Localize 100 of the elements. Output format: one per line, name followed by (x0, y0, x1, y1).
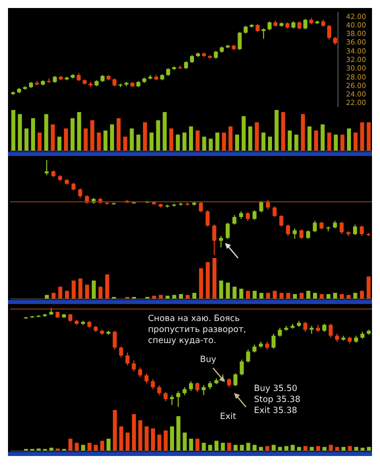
bar (164, 430, 168, 451)
bar (138, 420, 142, 451)
bar (84, 128, 88, 151)
bar (192, 292, 196, 299)
bar (105, 274, 110, 299)
candlestick (226, 222, 230, 240)
bar (85, 284, 90, 299)
bar (132, 414, 136, 451)
bar (11, 110, 16, 151)
bar (44, 114, 48, 151)
candlestick (188, 380, 193, 392)
candlestick (144, 372, 149, 384)
bar (281, 112, 286, 151)
candlestick (272, 206, 277, 218)
bar (98, 286, 102, 299)
bar (112, 410, 117, 451)
candlestick (112, 330, 117, 350)
bar (268, 136, 272, 151)
bar (87, 442, 92, 451)
bar (70, 118, 75, 151)
bar (228, 126, 233, 151)
bar (126, 432, 130, 451)
bar (52, 292, 56, 299)
bar (219, 280, 224, 299)
bar (306, 290, 310, 299)
bar (106, 438, 111, 451)
bar (290, 444, 295, 451)
candlestick (44, 160, 49, 176)
bar (100, 440, 104, 451)
bar (178, 294, 183, 299)
candlestick (138, 366, 142, 378)
bar (239, 288, 244, 299)
candlestick (119, 346, 124, 358)
candlestick (272, 333, 276, 350)
bar (176, 416, 180, 451)
bar (144, 426, 149, 451)
candlestick (78, 188, 82, 198)
bar (360, 290, 364, 299)
bar (274, 110, 279, 151)
bar (68, 438, 72, 451)
candlestick (327, 24, 332, 40)
bar (235, 134, 240, 151)
bar (58, 286, 62, 299)
bar (92, 280, 96, 299)
bar (232, 286, 237, 299)
candlestick (202, 384, 206, 396)
bar (130, 128, 134, 151)
bar (252, 444, 257, 451)
candlestick (176, 390, 180, 407)
bar (206, 262, 210, 299)
bar (259, 292, 264, 299)
bar (214, 440, 218, 451)
bar (31, 118, 36, 151)
candlestick (259, 200, 264, 213)
bar (300, 114, 305, 151)
bar (248, 126, 252, 151)
bar (266, 292, 270, 299)
bar (77, 112, 82, 151)
candlestick (125, 352, 130, 366)
candlestick (238, 31, 242, 50)
bar (360, 448, 365, 451)
bar (94, 444, 98, 451)
bar (103, 130, 108, 151)
bar (212, 258, 216, 299)
bar (246, 442, 250, 451)
bar (142, 122, 147, 151)
candlestick (303, 18, 308, 30)
bar (24, 128, 28, 151)
candlestick (206, 210, 210, 227)
bar (64, 290, 69, 299)
bar (81, 444, 86, 451)
bar (333, 292, 338, 299)
bar (119, 426, 124, 451)
bar (292, 294, 297, 299)
bar (348, 446, 352, 451)
bar (308, 126, 312, 151)
candlestick (232, 214, 236, 226)
bar (272, 444, 276, 451)
bar (57, 136, 62, 151)
candlestick (312, 220, 317, 233)
bar (286, 292, 290, 299)
candlestick (303, 321, 308, 332)
bar (195, 438, 200, 451)
bar (220, 442, 225, 451)
bar (303, 446, 308, 451)
candlestick (292, 228, 297, 240)
candlestick (279, 214, 284, 227)
bar (189, 126, 194, 151)
bar (320, 294, 324, 299)
bar (316, 446, 320, 451)
bar (222, 132, 226, 151)
bar (328, 444, 333, 451)
candlestick (353, 224, 358, 236)
bar (354, 132, 358, 151)
bar (74, 442, 79, 451)
bar (366, 122, 371, 151)
candlestick (198, 201, 203, 213)
bar (252, 290, 257, 299)
bar (279, 292, 284, 299)
bar (170, 426, 174, 451)
